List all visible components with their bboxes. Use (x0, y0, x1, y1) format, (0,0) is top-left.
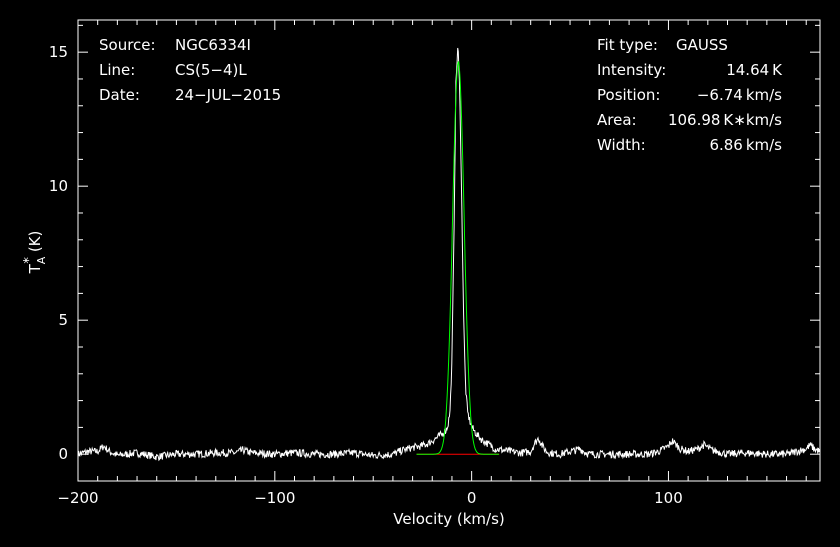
fit-value: 6.86 km/s (709, 136, 782, 154)
y-axis-label-unit: (K) (26, 231, 44, 253)
axis-ticks (77, 20, 820, 481)
plot-frame (77, 19, 821, 482)
info-key: Line: (99, 61, 135, 79)
x-axis-label: Velocity (km/s) (393, 510, 504, 528)
y-axis-label-sub: A (35, 256, 48, 264)
fit-key: Intensity: (597, 61, 666, 79)
info-value: CS(5−4)L (175, 61, 247, 79)
spectrum-line (77, 47, 821, 462)
fit-key: Fit type: (597, 36, 658, 54)
gaussian-fit-line (416, 60, 499, 455)
y-tick-label: 10 (49, 177, 68, 195)
fit-key: Position: (597, 86, 660, 104)
y-tick-label: 0 (58, 445, 68, 463)
x-tick-label: −100 (254, 489, 295, 507)
fit-key: Width: (597, 136, 646, 154)
plot-curves (77, 47, 821, 462)
x-tick-label: 100 (654, 489, 683, 507)
info-value: NGC6334I (175, 36, 251, 54)
svg-text:TA*(K): TA* (K) (22, 231, 48, 275)
y-tick-label: 5 (58, 311, 68, 329)
fit-key: Area: (597, 111, 637, 129)
y-axis-label-base: T (26, 263, 44, 274)
x-tick-label: 0 (467, 489, 477, 507)
y-axis-label: TA* (K) (22, 231, 48, 275)
axis-tick-labels: −200 −100 0 100 0 5 10 15 (49, 43, 683, 507)
x-tick-label: −200 (57, 489, 98, 507)
fit-value: 14.64 K (726, 61, 783, 79)
info-value: 24−JUL−2015 (175, 86, 281, 104)
y-axis-label-sup: * (22, 257, 37, 264)
fit-value: 106.98 K∗km/s (668, 111, 782, 129)
fit-value: GAUSS (676, 36, 728, 54)
observation-info-panel: Source: NGC6334I Line: CS(5−4)L Date: 24−JUL−… (99, 36, 281, 104)
fit-results-panel: Fit type: GAUSS Intensity: 14.64 K Position:… (597, 36, 783, 154)
info-key: Source: (99, 36, 156, 54)
y-tick-label: 15 (49, 43, 68, 61)
info-key: Date: (99, 86, 140, 104)
fit-value: −6.74 km/s (697, 86, 782, 104)
